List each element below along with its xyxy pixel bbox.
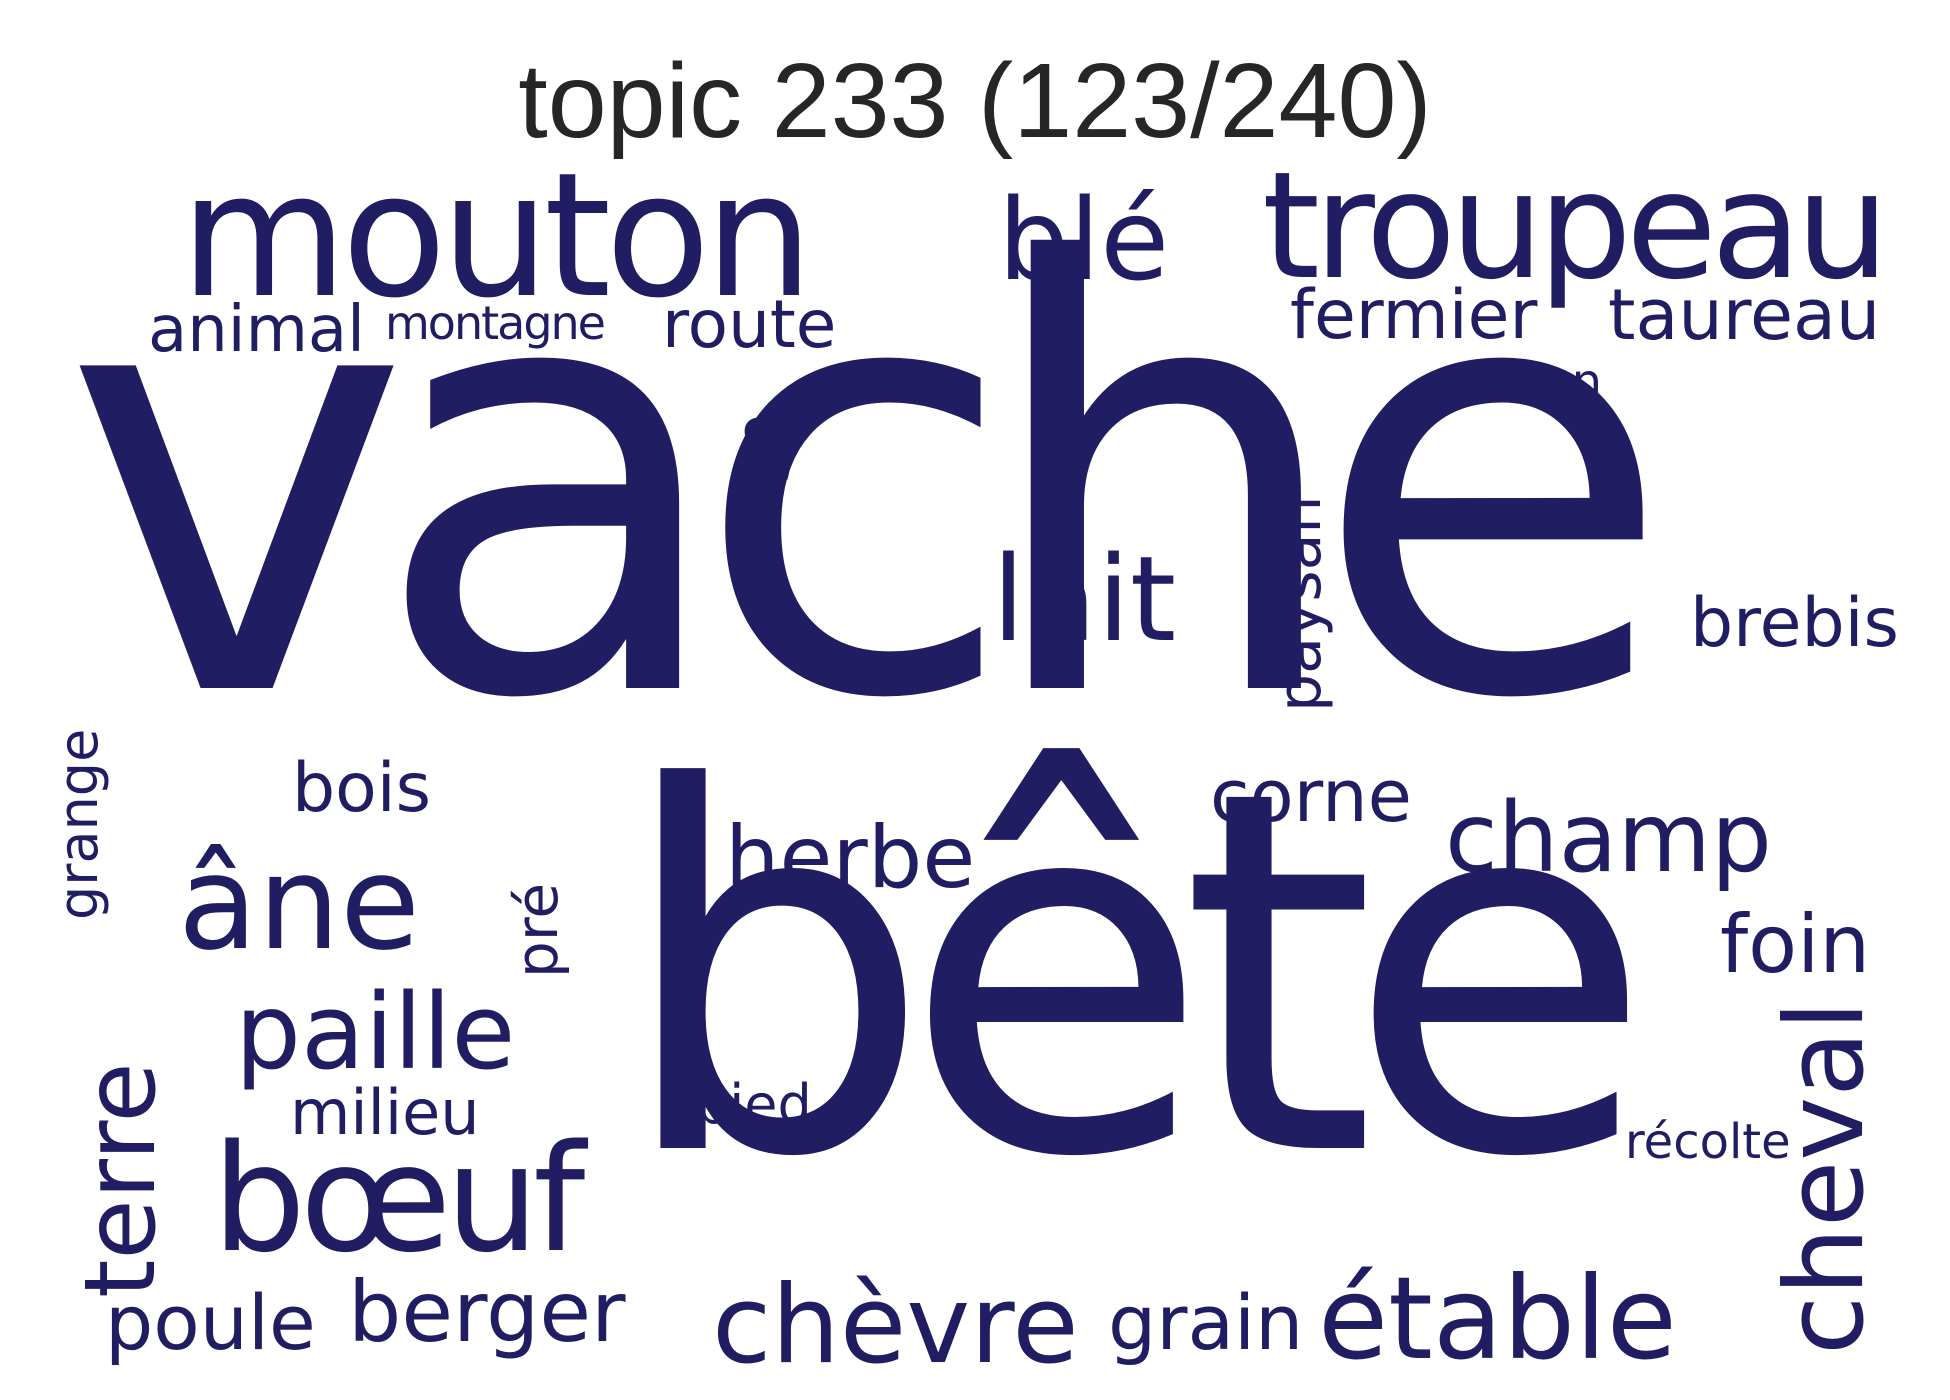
word-champ: champ	[1445, 782, 1772, 894]
word-route: route	[662, 286, 837, 363]
word-chevre: chèvre	[712, 1263, 1079, 1388]
word-animal: animal	[148, 293, 365, 367]
word-recolte: récolte	[1625, 1114, 1791, 1170]
word-bois: bois	[292, 749, 432, 828]
word-boeuf: bœuf	[212, 1113, 585, 1285]
word-paille: paille	[235, 971, 516, 1093]
word-mouton: mouton	[180, 135, 813, 336]
word-montagne: montagne	[385, 296, 606, 350]
word-foin: foin	[1720, 898, 1871, 991]
word-bete: bête	[615, 684, 1654, 1266]
word-terre: terre	[64, 1062, 178, 1298]
word-pre: pré	[503, 882, 571, 978]
word-troupeau: troupeau	[1262, 140, 1889, 312]
word-fermier: fermier	[1290, 276, 1538, 355]
word-taureau: taureau	[1608, 274, 1881, 356]
word-ane: âne	[178, 827, 421, 979]
word-brebis: brebis	[1690, 584, 1899, 663]
word-paysan: paysan	[1265, 495, 1335, 712]
word-poule: poule	[105, 1278, 316, 1367]
word-ble: blé	[998, 176, 1170, 306]
word-grange: grange	[47, 728, 110, 920]
word-cheval: cheval	[1763, 1000, 1888, 1355]
chart-title: topic 233 (123/240)	[518, 42, 1432, 160]
word-milieu: milieu	[290, 1076, 480, 1149]
word-lait: lait	[992, 530, 1177, 668]
word-corne: corne	[1210, 754, 1412, 838]
word-pied: pied	[695, 1073, 812, 1136]
word-vache: vache	[62, 141, 1674, 828]
word-village: village	[723, 414, 791, 605]
word-berger: berger	[348, 1263, 626, 1361]
word-chien: chien	[1472, 354, 1603, 410]
word-grain: grain	[1108, 1278, 1304, 1367]
word-etable: étable	[1318, 1252, 1677, 1385]
word-herbe: herbe	[725, 808, 976, 908]
